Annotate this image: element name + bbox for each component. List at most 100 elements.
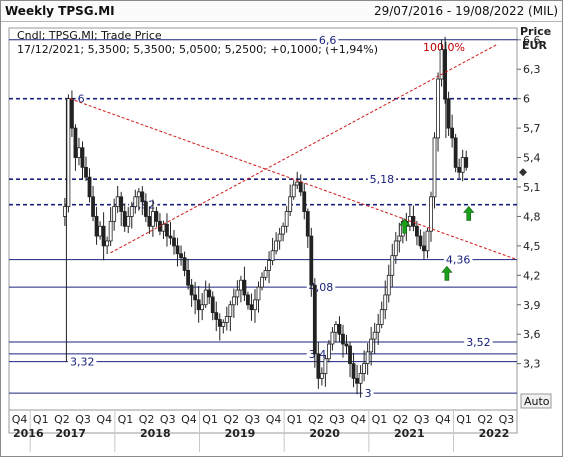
candle-body xyxy=(464,157,469,168)
level-label: 6,6 xyxy=(319,34,337,47)
x-quarter-label: Q2 xyxy=(477,413,493,426)
y-tick-label: 4,5 xyxy=(523,240,541,253)
candle-body xyxy=(390,255,395,276)
candle-body xyxy=(305,211,310,237)
up-arrow xyxy=(463,206,475,221)
up-arrow xyxy=(399,218,411,234)
level-label: 3,32 xyxy=(70,356,95,369)
candle-body xyxy=(256,286,261,301)
x-quarter-label: Q3 xyxy=(414,413,430,426)
candle-body xyxy=(260,276,264,288)
candle-body xyxy=(238,279,243,291)
x-quarter-label: Q1 xyxy=(287,413,303,426)
candle-body xyxy=(316,353,321,379)
trendlines-layer xyxy=(69,44,518,261)
x-year-label: 2017 xyxy=(55,427,86,440)
x-quarter-label: Q1 xyxy=(118,413,134,426)
price-marker-diamond xyxy=(519,168,527,177)
candle-body xyxy=(231,296,236,306)
candle-body xyxy=(436,78,440,139)
candle-body xyxy=(319,373,324,379)
trendline xyxy=(110,44,497,254)
candle-body xyxy=(140,191,145,203)
candle-body xyxy=(446,98,451,129)
level-label-bg xyxy=(75,92,87,106)
candle-body xyxy=(150,211,155,227)
candle-body xyxy=(242,279,247,296)
price-chart[interactable]: Cndl; TPSG.MI; Trade Price 17/12/2021; 5… xyxy=(1,22,562,456)
x-quarter-label: Q2 xyxy=(223,413,239,426)
candle-body xyxy=(383,294,388,311)
x-quarter-label: Q3 xyxy=(160,413,176,426)
candle-body xyxy=(80,147,85,168)
y-axis: 3,3 3,6 3,9 4,2 4,5 4,8 5,1 5,4 5,7 6 6,3 6,6 xyxy=(517,34,541,371)
candle-body xyxy=(133,196,138,208)
candle-body xyxy=(207,289,212,298)
candle-body xyxy=(429,196,433,232)
candle-body xyxy=(115,196,120,208)
candle-body xyxy=(302,191,307,212)
candle-body xyxy=(210,296,215,314)
level-label: 6 xyxy=(78,93,85,106)
candle-body xyxy=(112,206,117,222)
level-label: 4,36 xyxy=(446,254,471,267)
candle-body xyxy=(348,345,352,365)
candle-body xyxy=(267,260,271,271)
level-label: 3,52 xyxy=(466,336,491,349)
x-quarter-label: Q4 xyxy=(96,413,112,426)
candle-body xyxy=(224,316,229,323)
candle-body xyxy=(154,211,159,222)
x-quarter-label: Q3 xyxy=(245,413,261,426)
candle-body xyxy=(330,331,335,345)
signal-arrows xyxy=(399,206,475,281)
y-tick-label: 5,4 xyxy=(523,152,541,165)
candle-body xyxy=(235,289,240,298)
candle-body xyxy=(228,304,233,317)
x-quarter-label: Q1 xyxy=(33,413,49,426)
y-tick-label: 5,1 xyxy=(523,181,541,194)
candle-body xyxy=(397,235,402,242)
axis-title-currency: EUR xyxy=(522,39,547,52)
candle-body xyxy=(334,323,338,333)
x-quarter-label: Q4 xyxy=(435,413,451,426)
candle-body xyxy=(337,323,342,335)
axis-title-price: Price xyxy=(520,25,551,38)
auto-scale-button[interactable]: Auto xyxy=(520,393,552,409)
candle-body xyxy=(94,216,99,237)
chart-title: Weekly TPSG.MI xyxy=(5,4,115,18)
candle-body xyxy=(369,338,374,353)
candle-body xyxy=(143,201,148,217)
candle-body xyxy=(386,274,391,296)
candle-body xyxy=(84,166,88,178)
candle-body xyxy=(295,181,300,186)
candle-body xyxy=(344,343,349,347)
candle-body xyxy=(376,323,381,333)
candle-body xyxy=(263,270,268,278)
current-price-marker xyxy=(519,168,527,177)
x-quarter-label: Q1 xyxy=(372,413,388,426)
candle-body xyxy=(77,147,81,158)
level-label-bg xyxy=(367,173,397,187)
candle-body xyxy=(70,98,74,129)
candle-body xyxy=(119,196,124,212)
level-label-bg xyxy=(67,355,97,369)
candle-body xyxy=(186,270,190,286)
candle-body xyxy=(309,235,314,286)
plot-area[interactable] xyxy=(8,27,518,434)
candle-body xyxy=(418,235,423,247)
y-tick-label: 3,3 xyxy=(523,358,541,371)
candle-body xyxy=(105,240,110,247)
x-year-label: 2022 xyxy=(479,427,510,440)
candle-body xyxy=(453,137,458,168)
candle-body xyxy=(323,358,328,374)
candle-body xyxy=(168,235,173,239)
candle-body xyxy=(217,319,222,327)
y-tick-label: 3,6 xyxy=(523,328,541,341)
candle-body xyxy=(312,284,317,355)
candle-body xyxy=(393,240,398,257)
x-quarter-label: Q2 xyxy=(54,413,70,426)
y-tick-label: 4,2 xyxy=(523,269,541,282)
x-quarter-label: Q3 xyxy=(75,413,91,426)
level-label-bg xyxy=(443,253,473,267)
candle-body xyxy=(422,245,426,252)
